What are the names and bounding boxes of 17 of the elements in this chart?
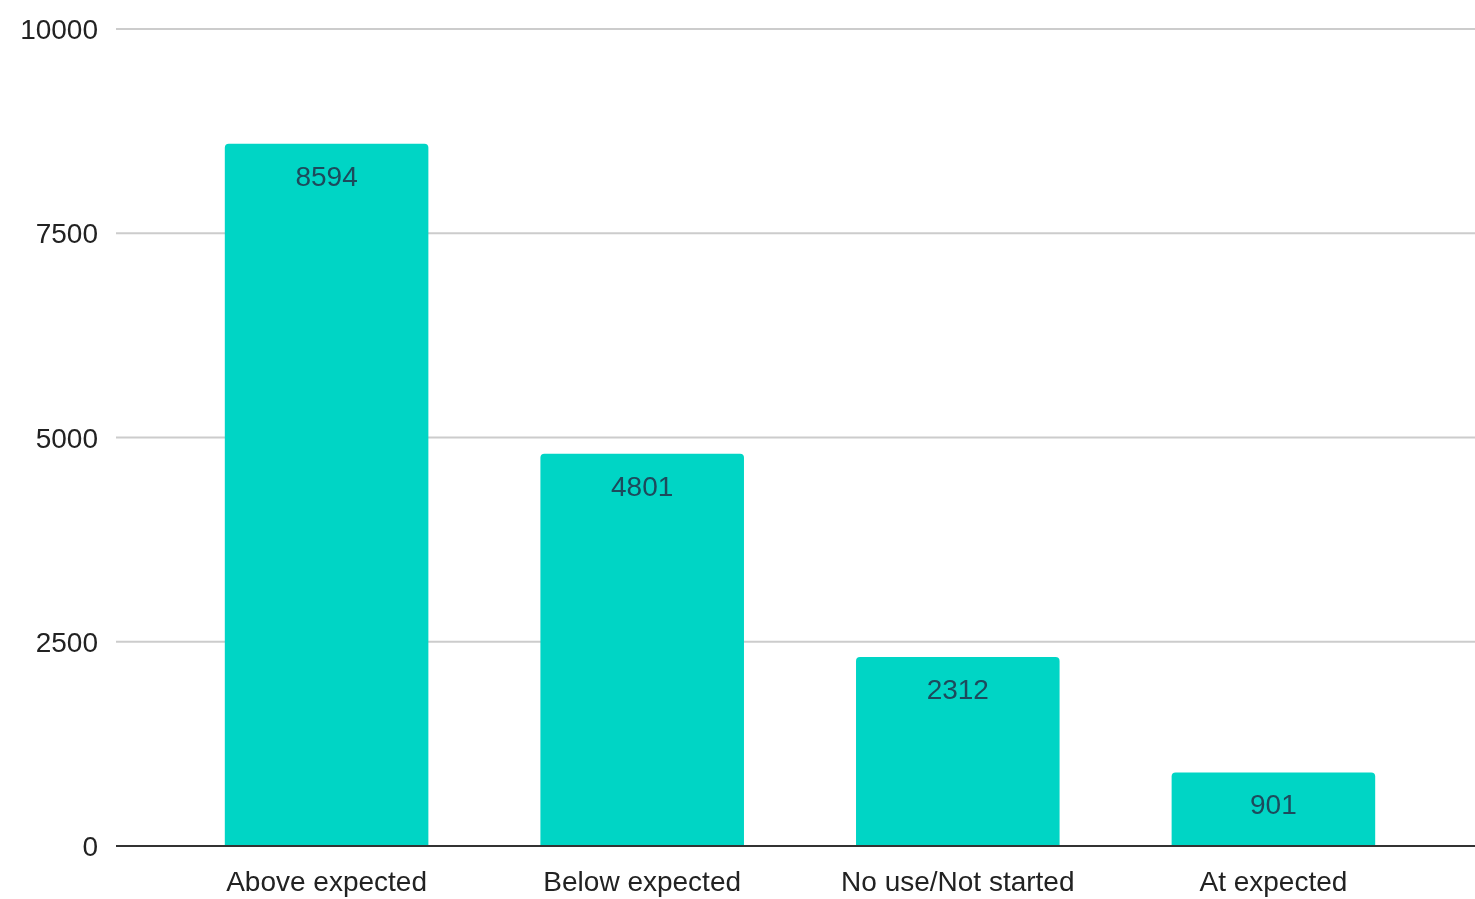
x-tick-label: No use/Not started: [841, 866, 1075, 897]
x-tick-label: At expected: [1199, 866, 1348, 897]
data-label: 8594: [295, 160, 358, 192]
x-tick-label: Above expected: [226, 866, 427, 897]
y-tick-label: 0: [82, 831, 98, 862]
y-tick-label: 2500: [35, 626, 98, 658]
data-label: 4801: [611, 470, 674, 502]
bar: [1171, 772, 1376, 846]
x-tick-label: Below expected: [543, 866, 742, 897]
data-label: 2312: [926, 674, 989, 706]
bar: [224, 143, 429, 846]
y-tick-label: 7500: [35, 218, 98, 250]
y-tick-label: 5000: [35, 422, 98, 454]
bar: [856, 657, 1060, 846]
data-label: 901: [1250, 789, 1297, 821]
bar: [540, 453, 744, 846]
y-tick-label: 10000: [20, 14, 98, 45]
